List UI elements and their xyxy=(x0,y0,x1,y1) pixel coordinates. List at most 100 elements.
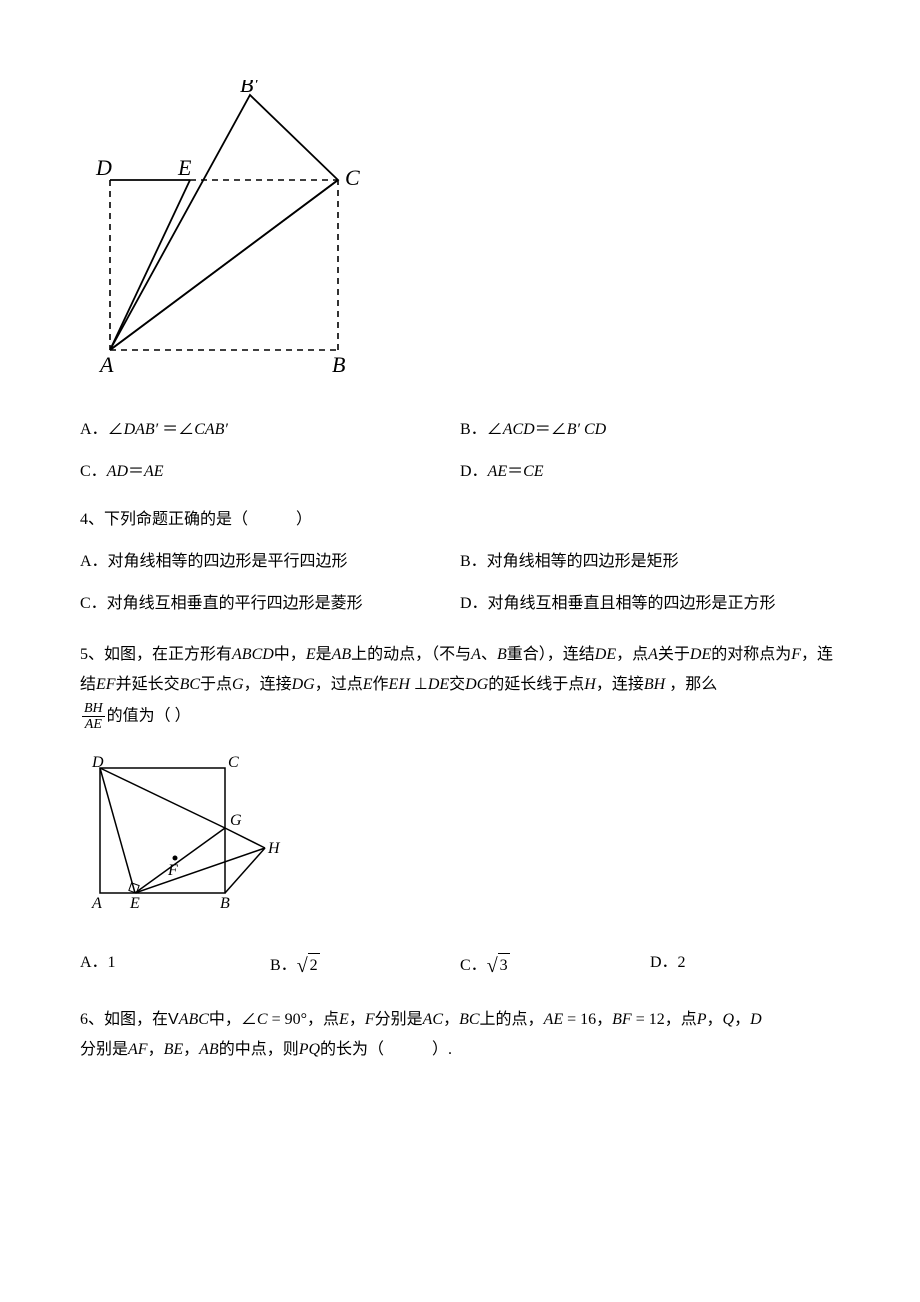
q4-option-C: C．对角线互相垂直的平行四边形是菱形 xyxy=(80,592,460,616)
q4-option-A: A．对角线相等的四边形是平行四边形 xyxy=(80,550,460,574)
q3C-pre: C． xyxy=(80,463,107,480)
q5B-pre: B． xyxy=(270,957,297,974)
q5-t18: ，那么 xyxy=(665,676,717,693)
figure-q5-svg: D C G F H A E B xyxy=(80,753,290,913)
q5-DG2: DG xyxy=(465,676,488,693)
q4-options-row2: C．对角线互相垂直的平行四边形是菱形 D．对角线互相垂直且相等的四边形是正方形 xyxy=(80,592,840,616)
q5-H: H xyxy=(584,676,596,693)
fig2-label-D: D xyxy=(91,754,104,771)
q5-t19: 的值为（ ） xyxy=(107,707,191,724)
q6-c1: ， xyxy=(349,1011,365,1028)
q6-t5: 上的点， xyxy=(480,1011,544,1028)
q6-PQ: PQ xyxy=(299,1041,320,1058)
q6-BE: BE xyxy=(164,1041,184,1058)
q5-F: F xyxy=(791,646,801,663)
q6-t1: 6、如图，在 xyxy=(80,1011,168,1028)
q6-E: E xyxy=(339,1011,349,1028)
q5C-pre: C． xyxy=(460,957,487,974)
q6-eq12: = 12，点 xyxy=(632,1011,697,1028)
q3B-i1: ACD xyxy=(503,421,535,438)
q5-DE3: DE xyxy=(428,676,449,693)
q5-stem: 5、如图，在正方形有ABCD中，E是AB上的动点，（不与A、B重合），连结DE，… xyxy=(80,640,840,733)
q4-option-D: D．对角线互相垂直且相等的四边形是正方形 xyxy=(460,592,840,616)
q6-t8: 的长为（ ）. xyxy=(320,1041,452,1058)
q6-t2: 中，∠ xyxy=(209,1011,257,1028)
q5-AB: AB xyxy=(332,646,352,663)
q5-t2: 中， xyxy=(274,646,306,663)
q5-B: B xyxy=(497,646,507,663)
q3-options-row1: A．∠DAB′ ＝∠CAB′ B．∠ACD＝∠B′ CD xyxy=(80,418,840,442)
q5C-val: 3 xyxy=(498,953,510,978)
q5-t12: ，连接 xyxy=(244,676,292,693)
q5-DE2: DE xyxy=(690,646,711,663)
q6-D: D xyxy=(750,1011,762,1028)
fig1-label-A: A xyxy=(98,352,114,377)
q6-tri: V xyxy=(168,1011,179,1028)
q5-fraction: BHAE xyxy=(82,701,105,733)
q3D-mid: ＝ xyxy=(507,463,523,480)
q6-Q: Q xyxy=(723,1011,735,1028)
q5-t10: 并延长交 xyxy=(116,676,180,693)
fig1-label-C: C xyxy=(345,165,360,190)
q5-t8: 的对称点为 xyxy=(711,646,791,663)
q3B-i3: CD xyxy=(584,421,606,438)
q3A-i2: CAB′ xyxy=(194,421,228,438)
fig2-label-C: C xyxy=(228,754,239,771)
q5-A2: A xyxy=(648,646,658,663)
q5-t1: 5、如图，在正方形有 xyxy=(80,646,232,663)
q5-E: E xyxy=(306,646,316,663)
q4-options-row1: A．对角线相等的四边形是平行四边形 B．对角线相等的四边形是矩形 xyxy=(80,550,840,574)
q5-t16: 的延长线于点 xyxy=(488,676,584,693)
q3D-i2: CE xyxy=(523,463,543,480)
q5-t15: 交 xyxy=(449,676,465,693)
fig2-label-A: A xyxy=(91,895,102,912)
q3C-i2: AE xyxy=(144,463,164,480)
q6-c6: ， xyxy=(183,1041,199,1058)
fig1-label-D: D xyxy=(95,155,112,180)
q5-frac-num: BH xyxy=(82,701,105,717)
q5-options: A．1 B．√2 C．√3 D．2 xyxy=(80,951,840,981)
q6-c4: ， xyxy=(734,1011,750,1028)
q3C-mid: ＝ xyxy=(128,463,144,480)
q3D-i1: AE xyxy=(488,463,508,480)
q5-DE: DE xyxy=(595,646,616,663)
fig2-label-E: E xyxy=(129,895,140,912)
q6-c3: ， xyxy=(707,1011,723,1028)
q5-E2: E xyxy=(363,676,373,693)
q5-t14: 作 xyxy=(373,676,389,693)
q5-EH: EH xyxy=(389,676,410,693)
q6-F: F xyxy=(365,1011,375,1028)
q6-P: P xyxy=(697,1011,707,1028)
fig2-label-G: G xyxy=(230,812,242,829)
q6-ABC: ABC xyxy=(179,1011,209,1028)
q5B-val: 2 xyxy=(308,953,320,978)
q5-t13: ，过点 xyxy=(315,676,363,693)
q5-t11: 于点 xyxy=(200,676,232,693)
q5-option-B: B．√2 xyxy=(270,951,460,981)
q5-option-D: D．2 xyxy=(650,951,840,981)
q3-option-C: C．AD＝AE xyxy=(80,460,460,484)
q3-option-D: D．AE＝CE xyxy=(460,460,840,484)
q6-c2: ， xyxy=(443,1011,459,1028)
q5-perp: ⊥ xyxy=(410,676,428,693)
fig2-label-H: H xyxy=(267,840,281,857)
q4-option-B: B．对角线相等的四边形是矩形 xyxy=(460,550,840,574)
fig2-point-F xyxy=(173,855,178,860)
q3D-pre: D． xyxy=(460,463,488,480)
q6-BC2: BC xyxy=(459,1011,479,1028)
q6-eq90: = 90°，点 xyxy=(268,1011,339,1028)
q6-BF: BF xyxy=(612,1011,632,1028)
q3-option-A: A．∠DAB′ ＝∠CAB′ xyxy=(80,418,460,442)
q5-option-A: A．1 xyxy=(80,951,270,981)
q5-t6: ，点 xyxy=(616,646,648,663)
q3B-mid: ＝∠ xyxy=(535,421,567,438)
q6-AB2: AB xyxy=(199,1041,219,1058)
q5-t3: 是 xyxy=(316,646,332,663)
q3C-i1: AD xyxy=(107,463,128,480)
q6-stem: 6、如图，在VABC中，∠C = 90°，点E，F分别是AC，BC上的点，AE … xyxy=(80,1005,840,1066)
q6-c5: ， xyxy=(148,1041,164,1058)
q6-t4: 分别是 xyxy=(375,1011,423,1028)
q5-option-C: C．√3 xyxy=(460,951,650,981)
q5-t17: ，连接 xyxy=(596,676,644,693)
fig1-label-E: E xyxy=(177,155,192,180)
